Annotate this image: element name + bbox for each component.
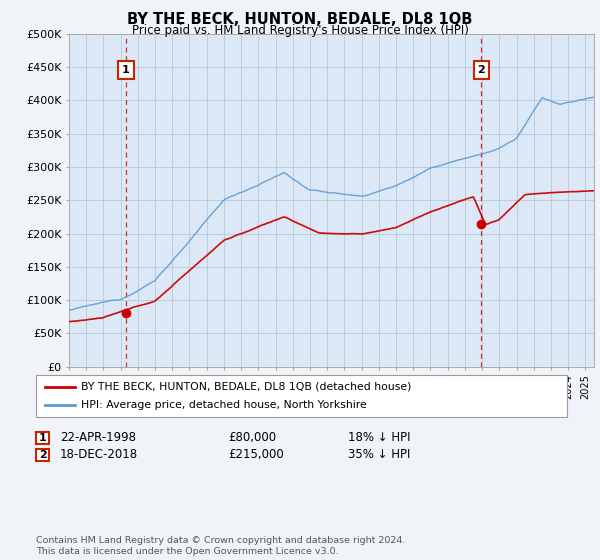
Text: BY THE BECK, HUNTON, BEDALE, DL8 1QB (detached house): BY THE BECK, HUNTON, BEDALE, DL8 1QB (de… <box>81 382 412 392</box>
Text: 2: 2 <box>39 450 46 460</box>
Text: 22-APR-1998: 22-APR-1998 <box>60 431 136 445</box>
Text: 2: 2 <box>478 66 485 75</box>
Text: 1: 1 <box>122 66 130 75</box>
Text: Price paid vs. HM Land Registry's House Price Index (HPI): Price paid vs. HM Land Registry's House … <box>131 24 469 36</box>
Text: £80,000: £80,000 <box>228 431 276 445</box>
Text: 1: 1 <box>39 433 46 443</box>
Text: 18% ↓ HPI: 18% ↓ HPI <box>348 431 410 445</box>
Text: 18-DEC-2018: 18-DEC-2018 <box>60 448 138 461</box>
Text: Contains HM Land Registry data © Crown copyright and database right 2024.
This d: Contains HM Land Registry data © Crown c… <box>36 536 406 556</box>
Text: 35% ↓ HPI: 35% ↓ HPI <box>348 448 410 461</box>
Text: BY THE BECK, HUNTON, BEDALE, DL8 1QB: BY THE BECK, HUNTON, BEDALE, DL8 1QB <box>127 12 473 27</box>
Text: HPI: Average price, detached house, North Yorkshire: HPI: Average price, detached house, Nort… <box>81 400 367 410</box>
Text: £215,000: £215,000 <box>228 448 284 461</box>
